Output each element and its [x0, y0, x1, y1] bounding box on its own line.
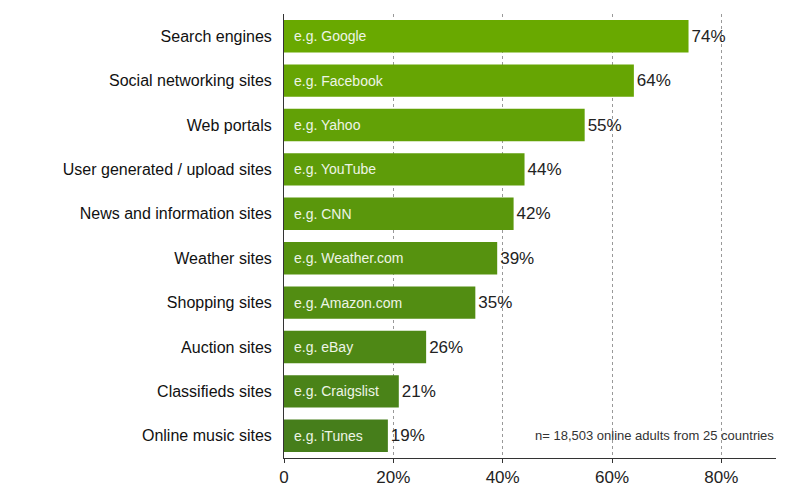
svg-text:Web portals: Web portals [187, 117, 272, 134]
svg-text:21%: 21% [402, 382, 436, 401]
svg-text:80%: 80% [704, 468, 738, 487]
svg-text:e.g. YouTube: e.g. YouTube [294, 161, 376, 177]
svg-text:0: 0 [279, 468, 288, 487]
svg-text:39%: 39% [500, 249, 534, 268]
svg-text:e.g. Weather.com: e.g. Weather.com [294, 250, 403, 266]
svg-text:55%: 55% [588, 116, 622, 135]
svg-text:n= 18,503 online adults from 2: n= 18,503 online adults from 25 countrie… [535, 428, 774, 443]
svg-text:42%: 42% [517, 204, 551, 223]
svg-text:26%: 26% [429, 338, 463, 357]
svg-text:19%: 19% [391, 426, 425, 445]
svg-text:64%: 64% [637, 71, 671, 90]
svg-text:e.g. Craigslist: e.g. Craigslist [294, 383, 379, 399]
svg-text:Auction sites: Auction sites [181, 339, 272, 356]
svg-text:e.g. eBay: e.g. eBay [294, 339, 353, 355]
svg-text:e.g. iTunes: e.g. iTunes [294, 428, 363, 444]
svg-text:e.g. Yahoo: e.g. Yahoo [294, 117, 361, 133]
svg-text:e.g. Amazon.com: e.g. Amazon.com [294, 295, 402, 311]
svg-text:Online music sites: Online music sites [142, 427, 272, 444]
svg-text:20%: 20% [376, 468, 410, 487]
svg-text:Social networking sites: Social networking sites [109, 72, 272, 89]
svg-text:e.g. Google: e.g. Google [294, 28, 367, 44]
svg-text:Weather sites: Weather sites [174, 250, 272, 267]
svg-text:40%: 40% [486, 468, 520, 487]
svg-text:Classifieds sites: Classifieds sites [157, 383, 272, 400]
svg-text:35%: 35% [478, 293, 512, 312]
svg-text:News and information sites: News and information sites [80, 205, 272, 222]
svg-text:60%: 60% [595, 468, 629, 487]
svg-text:74%: 74% [692, 27, 726, 46]
svg-text:Shopping sites: Shopping sites [167, 294, 272, 311]
svg-text:User generated / upload sites: User generated / upload sites [63, 161, 272, 178]
svg-text:44%: 44% [528, 160, 562, 179]
svg-text:e.g. CNN: e.g. CNN [294, 206, 352, 222]
svg-text:Search engines: Search engines [161, 28, 272, 45]
svg-text:e.g. Facebook: e.g. Facebook [294, 73, 384, 89]
